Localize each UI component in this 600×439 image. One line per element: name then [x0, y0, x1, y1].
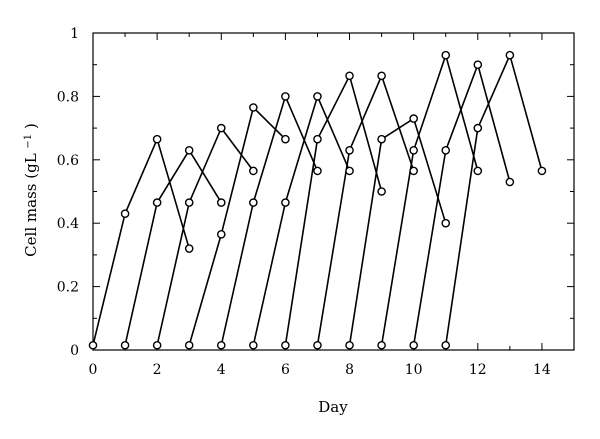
data-point-series-6	[313, 92, 322, 101]
series-line-2	[124, 148, 222, 346]
data-point-series-8	[377, 71, 386, 81]
y-tick-label: 1	[70, 26, 79, 42]
data-point-series-9	[409, 114, 418, 123]
y-axis-title: Cell mass (gL −1 )	[22, 123, 40, 257]
data-point-series-2	[184, 145, 194, 155]
series-line-5	[220, 94, 319, 346]
x-tick-label: 6	[281, 362, 290, 378]
data-point-series-12	[473, 123, 483, 133]
y-tick-label: 0.6	[57, 153, 79, 169]
data-point-series-3	[184, 198, 194, 207]
x-tick-label: 10	[405, 362, 423, 378]
y-axis-title-exponent: −1	[23, 134, 34, 149]
data-point-series-11	[409, 340, 418, 350]
data-point-series-2	[152, 198, 162, 207]
series-line-4	[188, 105, 286, 346]
data-point-series-10	[409, 145, 418, 155]
data-point-series-3	[249, 166, 258, 176]
points-layer	[88, 50, 547, 350]
data-point-series-9	[345, 340, 354, 350]
data-point-series-11	[505, 177, 515, 187]
series-line-1	[92, 136, 190, 346]
data-point-series-12	[505, 50, 515, 60]
series-layer	[92, 52, 543, 346]
series-line-3	[156, 126, 254, 346]
data-point-series-12	[441, 340, 451, 350]
data-point-series-1	[152, 134, 162, 144]
y-tick-label: 0	[70, 343, 79, 359]
y-tick-label: 0.2	[57, 280, 79, 296]
series-line-7	[284, 73, 383, 346]
data-point-series-4	[281, 134, 290, 144]
data-point-series-5	[249, 198, 258, 207]
data-point-series-4	[216, 229, 226, 239]
data-point-series-9	[441, 218, 451, 228]
x-tick-label: 8	[345, 362, 354, 378]
data-point-series-10	[377, 340, 386, 350]
data-point-series-11	[441, 145, 451, 155]
x-tick-label: 2	[153, 362, 162, 378]
data-point-series-4	[184, 340, 194, 350]
data-point-series-1	[184, 244, 194, 253]
data-point-series-12	[537, 166, 547, 176]
data-point-series-7	[281, 340, 290, 350]
x-tick-label: 4	[217, 362, 226, 378]
data-point-series-5	[216, 340, 226, 350]
data-point-series-3	[216, 123, 226, 133]
y-axis-title-main: Cell mass (gL	[22, 153, 40, 257]
data-point-series-6	[281, 198, 290, 207]
data-point-series-10	[473, 166, 483, 176]
x-tick-label: 12	[469, 362, 487, 378]
data-point-series-4	[249, 103, 258, 112]
data-point-series-5	[313, 166, 322, 176]
plot-frame	[92, 32, 575, 351]
data-point-series-6	[249, 340, 258, 350]
y-tick-label: 0.8	[57, 89, 79, 105]
data-point-series-5	[281, 92, 290, 101]
data-point-series-7	[345, 71, 354, 81]
series-line-8	[316, 73, 415, 346]
series-line-6	[252, 94, 351, 346]
data-point-series-10	[441, 50, 451, 60]
data-point-series-7	[377, 187, 386, 196]
data-point-series-3	[152, 340, 162, 350]
y-tick-label: 0.4	[57, 216, 79, 232]
data-point-series-8	[409, 166, 418, 176]
data-point-series-9	[377, 134, 386, 144]
data-point-series-1	[120, 209, 130, 218]
y-axis-title-close: )	[22, 123, 40, 129]
x-axis-title: Day	[318, 398, 348, 416]
x-tick-label: 0	[89, 362, 98, 378]
data-point-series-8	[313, 340, 322, 350]
series-line-10	[380, 52, 479, 346]
series-line-9	[348, 117, 447, 346]
axes-layer: 0 2 4 6 8 10 12 14 0 0.2 0.4 0.6 0.8 1	[57, 26, 575, 378]
series-line-12	[444, 52, 543, 346]
data-point-series-2	[216, 198, 226, 207]
data-point-series-8	[345, 145, 354, 155]
data-point-series-2	[120, 340, 130, 350]
x-tick-label: 14	[533, 362, 551, 378]
data-point-series-1	[88, 340, 98, 350]
data-point-series-6	[345, 166, 354, 176]
data-point-series-7	[313, 134, 322, 144]
series-line-11	[412, 62, 511, 346]
data-point-series-11	[473, 60, 483, 69]
